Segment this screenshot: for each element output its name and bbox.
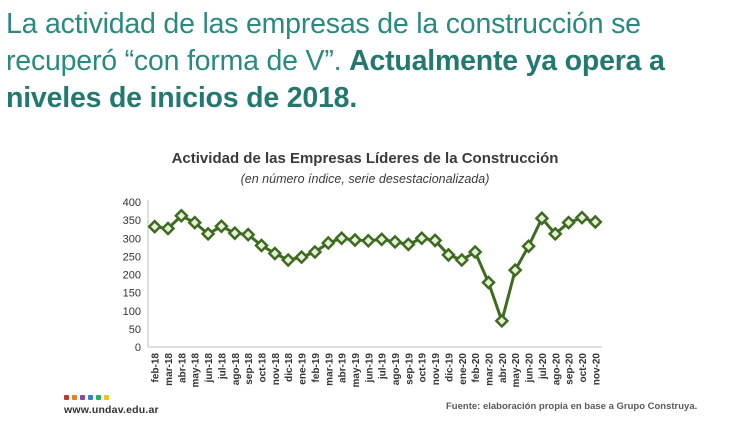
- data-point: [307, 244, 323, 260]
- y-tick-label: 250: [123, 251, 141, 263]
- x-tick-label: mar-19: [324, 353, 335, 386]
- x-tick-label: mar-18: [164, 353, 175, 386]
- x-tick-label: may-20: [511, 353, 522, 388]
- data-point: [214, 219, 229, 234]
- logo-dot: [104, 395, 109, 400]
- data-point: [521, 238, 536, 254]
- chart-subtitle: (en número índice, serie desestacionaliz…: [240, 172, 490, 186]
- data-point: [347, 232, 363, 248]
- x-tick-label: feb-19: [311, 353, 322, 383]
- data-point: [200, 226, 216, 242]
- x-tick-label: nov-18: [271, 353, 282, 386]
- source-note: Fuente: elaboración propia en base a Gru…: [446, 401, 698, 412]
- y-tick-label: 100: [123, 306, 141, 318]
- x-tick-label: jul-18: [217, 353, 228, 381]
- x-tick-label: mar-20: [485, 353, 496, 386]
- data-point: [574, 210, 590, 225]
- logo-dots: [64, 395, 159, 400]
- x-tick-label: oct-20: [578, 353, 589, 383]
- x-tick-label: dic-18: [284, 353, 295, 382]
- x-tick-label: jun-18: [204, 353, 215, 384]
- data-point: [414, 230, 430, 246]
- series-line: [154, 214, 596, 323]
- data-point: [481, 275, 496, 290]
- y-tick-label: 300: [123, 233, 141, 245]
- x-tick-label: jun-19: [364, 353, 375, 384]
- data-point: [160, 221, 176, 236]
- x-tick-label: dic-19: [444, 353, 455, 382]
- data-point: [547, 226, 563, 242]
- y-tick-label: 400: [123, 197, 141, 209]
- x-tick-label: abr-18: [177, 353, 188, 383]
- data-point: [494, 313, 510, 329]
- data-point: [361, 233, 376, 249]
- data-point: [267, 246, 283, 261]
- undav-logo[interactable]: www.undav.edu.ar: [64, 395, 159, 416]
- data-point: [320, 235, 336, 251]
- chart-title: Actividad de las Empresas Líderes de la …: [171, 150, 559, 167]
- logo-dot: [64, 395, 69, 400]
- headline-bold: Actualmente ya opera a niveles de inicio…: [6, 45, 665, 114]
- x-tick-label: oct-18: [258, 353, 269, 383]
- x-tick-label: jul-20: [538, 353, 549, 381]
- data-point: [174, 208, 189, 224]
- data-point: [240, 227, 256, 242]
- data-point: [294, 249, 309, 265]
- x-tick-label: ene-20: [458, 353, 469, 385]
- x-tick-label: may-18: [191, 353, 202, 388]
- data-point: [387, 234, 403, 250]
- headline: La actividad de las empresas de la const…: [6, 6, 724, 117]
- headline-regular: La actividad de las empresas de la const…: [6, 8, 641, 77]
- data-point: [561, 215, 576, 230]
- x-tick-label: feb-18: [151, 353, 162, 383]
- x-tick-label: feb-20: [471, 353, 482, 383]
- y-tick-label: 200: [123, 270, 141, 282]
- logo-dot: [96, 395, 101, 400]
- x-tick-label: sep-19: [404, 353, 415, 385]
- y-tick-label: 50: [129, 324, 141, 336]
- x-tick-label: oct-19: [418, 353, 429, 383]
- data-point: [187, 215, 203, 230]
- x-tick-label: jul-19: [378, 353, 389, 381]
- y-tick-label: 150: [123, 288, 141, 300]
- logo-dot: [80, 395, 85, 400]
- x-tick-label: sep-20: [565, 353, 576, 385]
- y-tick-label: 0: [135, 342, 141, 354]
- data-point: [401, 237, 416, 252]
- data-point: [374, 232, 389, 247]
- data-point: [427, 233, 443, 248]
- data-point: [334, 230, 349, 246]
- x-tick-label: abr-19: [338, 353, 349, 383]
- data-point: [227, 225, 243, 241]
- x-tick-label: ene-19: [298, 353, 309, 385]
- x-tick-label: may-19: [351, 353, 362, 388]
- y-tick-label: 350: [123, 215, 141, 227]
- x-tick-label: nov-19: [431, 353, 442, 386]
- data-point: [454, 252, 470, 268]
- logo-dot: [88, 395, 93, 400]
- data-point: [280, 252, 296, 268]
- data-point: [507, 262, 523, 278]
- x-tick-label: jun-20: [525, 353, 536, 384]
- x-tick-label: abr-20: [498, 353, 509, 383]
- x-tick-label: sep-18: [244, 353, 255, 385]
- data-point: [467, 244, 483, 260]
- x-tick-label: nov-20: [591, 353, 602, 386]
- data-point: [441, 247, 456, 263]
- data-point: [588, 214, 603, 230]
- x-tick-label: ago-20: [551, 353, 562, 386]
- x-tick-label: ago-18: [231, 353, 242, 386]
- data-point: [534, 211, 550, 226]
- x-tick-label: ago-19: [391, 353, 402, 386]
- data-point: [254, 238, 269, 253]
- logo-dot: [72, 395, 77, 400]
- data-point: [147, 219, 162, 234]
- footer-url[interactable]: www.undav.edu.ar: [64, 404, 159, 416]
